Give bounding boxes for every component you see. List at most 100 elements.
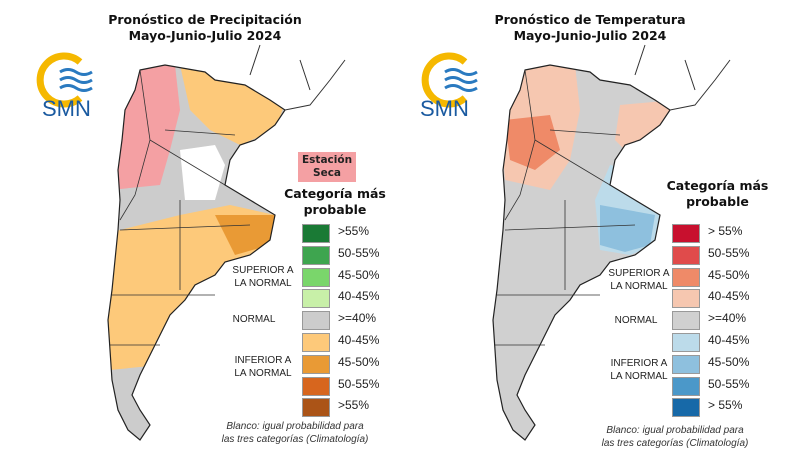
province-borders bbox=[110, 69, 251, 346]
legend-item: 50-55% bbox=[302, 376, 422, 397]
dry-season-line-1: Estación bbox=[302, 154, 353, 166]
legend-swatch bbox=[672, 311, 700, 331]
above-normal-core bbox=[505, 115, 560, 170]
legend-swatch bbox=[672, 267, 700, 287]
legend-heading: Categoría más probable bbox=[660, 178, 775, 210]
legend-item: 50-55% bbox=[672, 376, 792, 397]
legend-swatch bbox=[302, 376, 330, 396]
legend-heading-line-1: Categoría más bbox=[666, 178, 769, 193]
group-above-normal: SUPERIOR A LA NORMAL bbox=[604, 267, 674, 293]
legend-swatch bbox=[672, 289, 700, 309]
legend-swatch bbox=[302, 224, 330, 243]
temperature-title: Pronóstico de Temperatura Mayo-Junio-Jul… bbox=[475, 12, 705, 44]
legend-swatch bbox=[672, 333, 700, 352]
group-line: LA NORMAL bbox=[234, 278, 292, 289]
group-line: LA NORMAL bbox=[234, 368, 292, 379]
legend-label: 40-45% bbox=[708, 289, 750, 304]
legend-label: 40-45% bbox=[338, 289, 380, 304]
climatology-note: Blanco: igual probabilidad para las tres… bbox=[570, 424, 780, 450]
legend-label: 50-55% bbox=[338, 245, 380, 260]
neighbor-borders bbox=[634, 44, 731, 111]
legend-label: 40-45% bbox=[338, 333, 380, 347]
group-below-normal: INFERIOR A LA NORMAL bbox=[604, 357, 674, 383]
smn-logo-text: SMN bbox=[42, 96, 91, 121]
group-line: INFERIOR A bbox=[234, 355, 292, 366]
legend-heading-line-2: probable bbox=[303, 202, 367, 217]
legend-label: 50-55% bbox=[708, 376, 750, 391]
legend-label: 50-55% bbox=[708, 245, 750, 260]
group-line: LA NORMAL bbox=[610, 371, 668, 382]
legend-item: > 55% bbox=[672, 224, 792, 244]
group-above-normal: SUPERIOR A LA NORMAL bbox=[228, 264, 298, 290]
legend-heading-line-1: Categoría más bbox=[284, 186, 386, 201]
legend-label: 45-50% bbox=[338, 267, 380, 282]
note-line-1: Blanco: igual probabilidad para bbox=[226, 421, 364, 432]
title-line-1: Pronóstico de Precipitación bbox=[108, 12, 302, 27]
province-borders bbox=[495, 69, 636, 346]
legend-swatch bbox=[672, 354, 700, 374]
legend-label: 40-45% bbox=[708, 333, 750, 347]
smn-logo-right bbox=[421, 52, 478, 108]
group-normal: NORMAL bbox=[614, 315, 658, 326]
legend-item: 40-45% bbox=[672, 333, 792, 353]
group-line: INFERIOR A bbox=[610, 358, 668, 369]
legend-heading: Categoría más probable bbox=[280, 186, 390, 218]
legend-swatch bbox=[672, 376, 700, 396]
note-line-2: las tres categorías (Climatología) bbox=[601, 438, 749, 449]
legend-label: > 55% bbox=[708, 224, 743, 238]
dry-season-label: Estación Seca bbox=[298, 152, 357, 182]
legend-item: >=40% bbox=[672, 311, 792, 331]
legend-item: >55% bbox=[302, 398, 422, 418]
above-normal-northeast bbox=[615, 100, 670, 155]
legend-label: 45-50% bbox=[338, 354, 380, 369]
climatology-region bbox=[180, 145, 225, 200]
legend-swatch bbox=[302, 398, 330, 418]
legend-item: 45-50% bbox=[672, 354, 792, 375]
legend-item: 40-45% bbox=[672, 289, 792, 309]
legend-swatch bbox=[302, 289, 330, 309]
legend-label: >=40% bbox=[708, 311, 747, 326]
legend-item: 50-55% bbox=[672, 245, 792, 266]
note-line-1: Blanco: igual probabilidad para bbox=[606, 425, 744, 436]
legend-item: 45-50% bbox=[672, 267, 792, 288]
legend-item: 40-45% bbox=[302, 333, 422, 353]
legend-label: >55% bbox=[338, 224, 370, 238]
legend-swatch bbox=[672, 398, 700, 418]
legend-label: > 55% bbox=[708, 398, 743, 413]
legend-swatch bbox=[302, 311, 330, 331]
legend-heading-line-2: probable bbox=[686, 194, 749, 209]
legend-label: 50-55% bbox=[338, 376, 380, 391]
legend-item: >=40% bbox=[302, 311, 422, 331]
title-line-1: Pronóstico de Temperatura bbox=[494, 12, 686, 27]
legend-label: 45-50% bbox=[708, 354, 750, 369]
legend-item: >55% bbox=[302, 224, 422, 244]
legend-swatch bbox=[302, 267, 330, 287]
neighbor-borders bbox=[249, 44, 346, 111]
below-normal-buenos-aires bbox=[215, 215, 275, 255]
below-normal-region bbox=[600, 205, 655, 252]
group-line: SUPERIOR A bbox=[608, 268, 670, 279]
legend-label: >55% bbox=[338, 398, 370, 413]
legend-label: >=40% bbox=[338, 311, 377, 326]
group-normal: NORMAL bbox=[232, 314, 276, 325]
climatology-note: Blanco: igual probabilidad para las tres… bbox=[190, 420, 400, 446]
dry-season-line-2: Seca bbox=[313, 167, 342, 179]
legend-label: 45-50% bbox=[708, 267, 750, 282]
group-line: LA NORMAL bbox=[610, 281, 668, 292]
note-line-2: las tres categorías (Climatología) bbox=[221, 434, 369, 445]
title-line-2: Mayo-Junio-Julio 2024 bbox=[128, 28, 282, 43]
legend-swatch bbox=[672, 245, 700, 265]
legend-item: > 55% bbox=[672, 398, 792, 418]
group-line: SUPERIOR A bbox=[232, 265, 294, 276]
legend-swatch bbox=[302, 245, 330, 265]
below-normal-south bbox=[110, 340, 165, 370]
legend-swatch bbox=[302, 333, 330, 352]
smn-logo-text: SMN bbox=[420, 96, 469, 121]
precipitation-title: Pronóstico de Precipitación Mayo-Junio-J… bbox=[90, 12, 320, 44]
legend-item: 45-50% bbox=[302, 354, 422, 375]
title-line-2: Mayo-Junio-Julio 2024 bbox=[513, 28, 667, 43]
legend-item: 40-45% bbox=[302, 289, 422, 309]
legend-swatch bbox=[302, 354, 330, 374]
